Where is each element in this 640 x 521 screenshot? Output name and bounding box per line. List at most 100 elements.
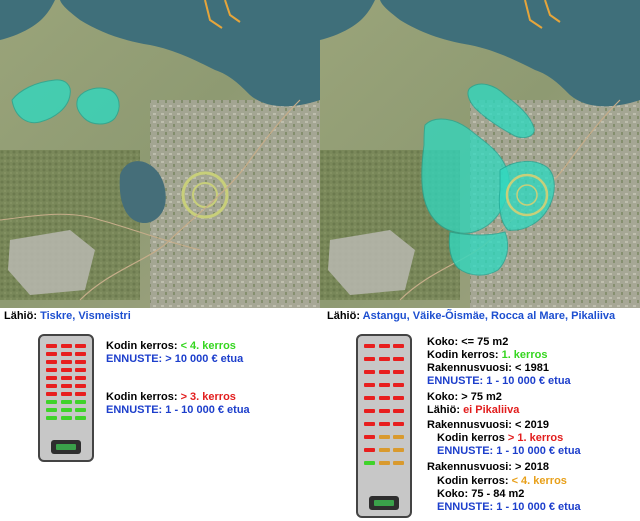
building-floor bbox=[364, 344, 404, 348]
building-floor bbox=[46, 392, 86, 396]
building-floor bbox=[364, 409, 404, 413]
floor-window-red bbox=[46, 392, 57, 396]
building-floor bbox=[46, 408, 86, 412]
building-floor bbox=[364, 435, 404, 439]
rule-key: Kodin kerros bbox=[437, 432, 505, 444]
floor-window-orange bbox=[378, 448, 390, 452]
rule-line: Rakennusvuosi: > 2018 bbox=[427, 461, 549, 473]
rule-key: Kodin kerros: bbox=[427, 349, 499, 361]
floor-window-red bbox=[60, 392, 72, 396]
floor-window-red bbox=[75, 344, 86, 348]
floor-window-red bbox=[75, 368, 86, 372]
floor-window-red bbox=[393, 422, 404, 426]
floor-window-red bbox=[364, 357, 375, 361]
floor-window-red bbox=[378, 370, 390, 374]
floor-window-red bbox=[378, 383, 390, 387]
building-floor bbox=[364, 422, 404, 426]
caption-key: Lähiö: bbox=[4, 310, 37, 322]
floor-window-red bbox=[60, 368, 72, 372]
floor-window-red bbox=[60, 344, 72, 348]
rule-value: 1. kerros bbox=[501, 349, 548, 361]
building-floor bbox=[46, 416, 86, 420]
floor-window-red bbox=[75, 360, 86, 364]
rule-forecast: ENNUSTE: 1 - 10 000 € etua bbox=[106, 404, 250, 416]
building-icon-left bbox=[38, 334, 94, 462]
rule-value: > 1. kerros bbox=[507, 432, 564, 444]
rule-line: Koko: 75 - 84 m2 bbox=[437, 488, 525, 500]
floor-window-red bbox=[75, 352, 86, 356]
floor-window-red bbox=[364, 448, 375, 452]
floor-window-red bbox=[393, 357, 404, 361]
floor-window-red bbox=[60, 360, 72, 364]
floor-window-red bbox=[378, 409, 390, 413]
satellite-map-right bbox=[320, 0, 640, 308]
floor-window-red bbox=[364, 422, 375, 426]
floor-window-red bbox=[393, 409, 404, 413]
floor-window-red bbox=[75, 384, 86, 388]
floor-window-green bbox=[60, 416, 72, 420]
rule-line: Koko: > 75 m2 bbox=[427, 391, 502, 403]
floor-window-green bbox=[46, 416, 57, 420]
building-door-icon bbox=[51, 440, 81, 454]
floor-window-orange bbox=[393, 448, 404, 452]
rule-line: Kodin kerros: < 4. kerros bbox=[106, 340, 236, 353]
rule-value: < 4. kerros bbox=[511, 475, 567, 487]
rule-line: Kodin kerros: 1. kerros bbox=[427, 349, 547, 362]
rule-key: Lähiö: bbox=[427, 404, 460, 416]
floor-window-red bbox=[46, 376, 57, 380]
caption-value: Tiskre, Vismeistri bbox=[40, 310, 131, 322]
rule-forecast: ENNUSTE: 1 - 10 000 € etua bbox=[437, 501, 581, 513]
building-icon-right bbox=[356, 334, 412, 518]
building-floor bbox=[46, 352, 86, 356]
rule-key: Kodin kerros: bbox=[106, 391, 178, 403]
floor-window-green bbox=[364, 461, 375, 465]
floor-window-red bbox=[364, 409, 375, 413]
rule-value: > 3. kerros bbox=[180, 391, 236, 403]
rule-line: Rakennusvuosi: < 2019 bbox=[427, 419, 549, 431]
floor-window-red bbox=[60, 352, 72, 356]
floor-window-red bbox=[393, 344, 404, 348]
floor-window-red bbox=[364, 435, 375, 439]
floor-window-green bbox=[60, 408, 72, 412]
rule-forecast: ENNUSTE: > 10 000 € etua bbox=[106, 353, 244, 365]
building-floor bbox=[364, 461, 404, 465]
floor-window-red bbox=[46, 368, 57, 372]
floor-window-red bbox=[364, 383, 375, 387]
satellite-map-left bbox=[0, 0, 320, 308]
rule-value: < 4. kerros bbox=[180, 340, 236, 352]
floor-window-red bbox=[46, 352, 57, 356]
floor-window-green bbox=[75, 400, 86, 404]
floor-window-red bbox=[46, 360, 57, 364]
floor-window-red bbox=[364, 344, 375, 348]
building-floor bbox=[46, 360, 86, 364]
map-right bbox=[320, 0, 640, 308]
building-floor bbox=[46, 400, 86, 404]
floor-window-red bbox=[60, 376, 72, 380]
rule-forecast: ENNUSTE: 1 - 10 000 € etua bbox=[437, 445, 581, 457]
rule-line: Lähiö: ei Pikaliiva bbox=[427, 404, 519, 417]
neighborhood-caption-left: Lähiö: Tiskre, Vismeistri bbox=[4, 310, 131, 322]
floor-window-red bbox=[46, 344, 57, 348]
floor-window-green bbox=[60, 400, 72, 404]
building-door-icon bbox=[369, 496, 399, 510]
building-floor bbox=[46, 384, 86, 388]
floor-window-red bbox=[364, 396, 375, 400]
rule-forecast: ENNUSTE: 1 - 10 000 € etua bbox=[427, 375, 571, 387]
building-floor bbox=[46, 344, 86, 348]
floor-window-red bbox=[393, 370, 404, 374]
building-floor bbox=[46, 368, 86, 372]
floor-window-red bbox=[46, 384, 57, 388]
building-floor bbox=[364, 383, 404, 387]
rule-line: Kodin kerros > 1. kerros bbox=[437, 432, 563, 445]
caption-value: Astangu, Väike-Õismäe, Rocca al Mare, Pi… bbox=[362, 310, 616, 322]
rule-key: Kodin kerros: bbox=[437, 475, 509, 487]
floor-window-red bbox=[393, 383, 404, 387]
building-floor bbox=[364, 396, 404, 400]
map-left bbox=[0, 0, 320, 308]
floor-window-green bbox=[75, 408, 86, 412]
floor-window-green bbox=[75, 416, 86, 420]
rule-value: ei Pikaliiva bbox=[463, 404, 520, 416]
neighborhood-caption-right: Lähiö: Astangu, Väike-Õismäe, Rocca al M… bbox=[327, 310, 615, 322]
floor-window-red bbox=[378, 344, 390, 348]
building-floor bbox=[364, 357, 404, 361]
